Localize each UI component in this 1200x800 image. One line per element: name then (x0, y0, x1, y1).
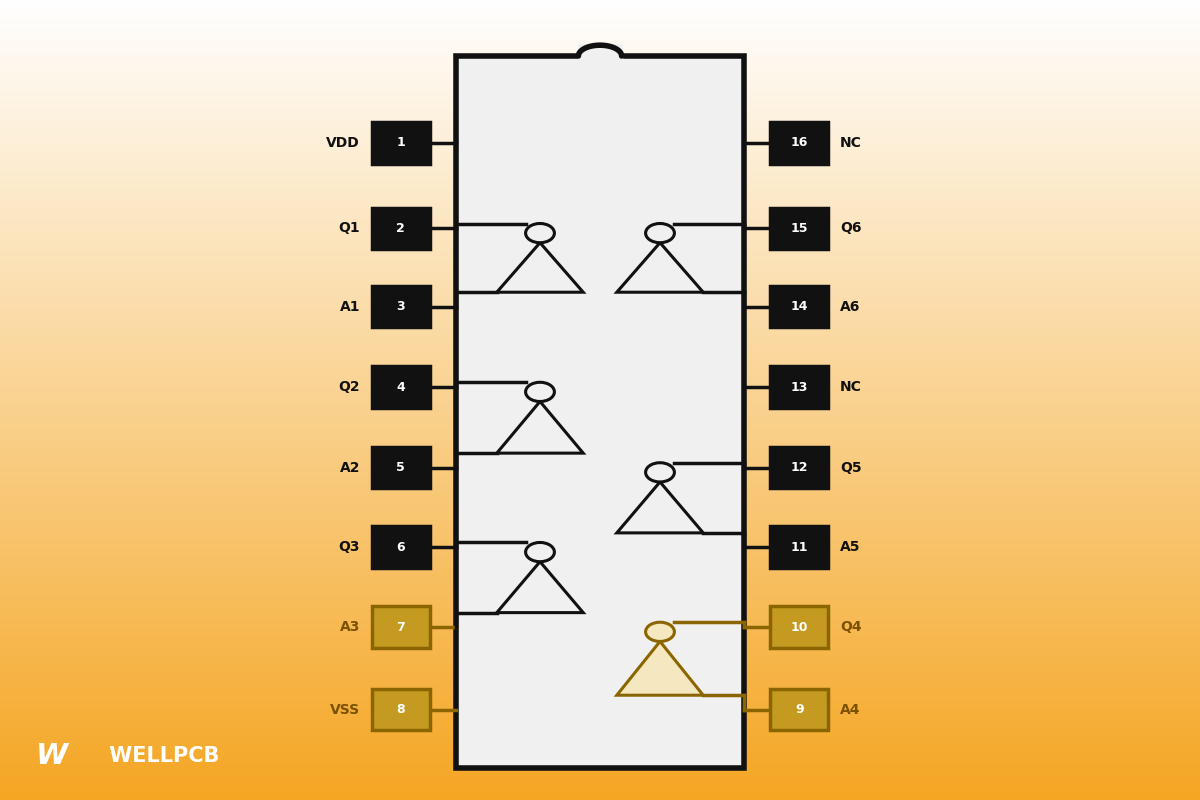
Text: Q1: Q1 (338, 222, 360, 235)
Bar (770, 446, 828, 488)
Text: Q2: Q2 (338, 380, 360, 394)
Circle shape (646, 622, 674, 642)
Text: 7: 7 (396, 621, 406, 634)
Bar (770, 606, 828, 648)
Bar (372, 689, 430, 730)
Text: A2: A2 (340, 461, 360, 474)
Text: Q3: Q3 (338, 540, 360, 554)
Bar (372, 606, 430, 648)
Bar (372, 366, 430, 408)
Circle shape (526, 542, 554, 562)
Polygon shape (617, 482, 703, 533)
Text: 2: 2 (396, 222, 406, 235)
Text: 12: 12 (791, 461, 808, 474)
Bar (770, 207, 828, 249)
Circle shape (526, 223, 554, 242)
Text: VDD: VDD (326, 136, 360, 150)
Text: Q6: Q6 (840, 222, 862, 235)
Text: 1: 1 (396, 136, 406, 150)
Text: 3: 3 (396, 300, 406, 313)
Text: 4: 4 (396, 381, 406, 394)
Text: VSS: VSS (330, 702, 360, 717)
Text: 5: 5 (396, 461, 406, 474)
Bar (456, 56, 744, 768)
Polygon shape (497, 242, 583, 292)
Text: Q4: Q4 (840, 620, 862, 634)
Text: 6: 6 (396, 541, 406, 554)
Bar (372, 122, 430, 164)
Text: 15: 15 (791, 222, 808, 235)
Bar (372, 526, 430, 568)
Text: NC: NC (840, 380, 862, 394)
Text: A5: A5 (840, 540, 860, 554)
Text: Q5: Q5 (840, 461, 862, 474)
Bar (372, 286, 430, 327)
Text: WELLPCB: WELLPCB (102, 746, 220, 766)
Bar (770, 122, 828, 164)
Text: A1: A1 (340, 300, 360, 314)
Text: A4: A4 (840, 702, 860, 717)
Polygon shape (497, 402, 583, 453)
Text: A6: A6 (840, 300, 860, 314)
Bar (770, 366, 828, 408)
Bar (770, 689, 828, 730)
Circle shape (526, 382, 554, 402)
Bar (372, 446, 430, 488)
Circle shape (646, 223, 674, 242)
Text: 14: 14 (791, 300, 808, 313)
Polygon shape (497, 562, 583, 613)
Text: 9: 9 (794, 703, 804, 716)
Circle shape (646, 462, 674, 482)
Polygon shape (617, 642, 703, 695)
Text: 8: 8 (396, 703, 406, 716)
Bar (770, 286, 828, 327)
Text: A3: A3 (340, 620, 360, 634)
Text: 13: 13 (791, 381, 808, 394)
Text: NC: NC (840, 136, 862, 150)
Polygon shape (617, 242, 703, 292)
Text: 11: 11 (791, 541, 808, 554)
Text: W: W (36, 742, 68, 770)
Text: 16: 16 (791, 136, 808, 150)
Bar (770, 526, 828, 568)
Bar (372, 207, 430, 249)
Text: 10: 10 (791, 621, 808, 634)
